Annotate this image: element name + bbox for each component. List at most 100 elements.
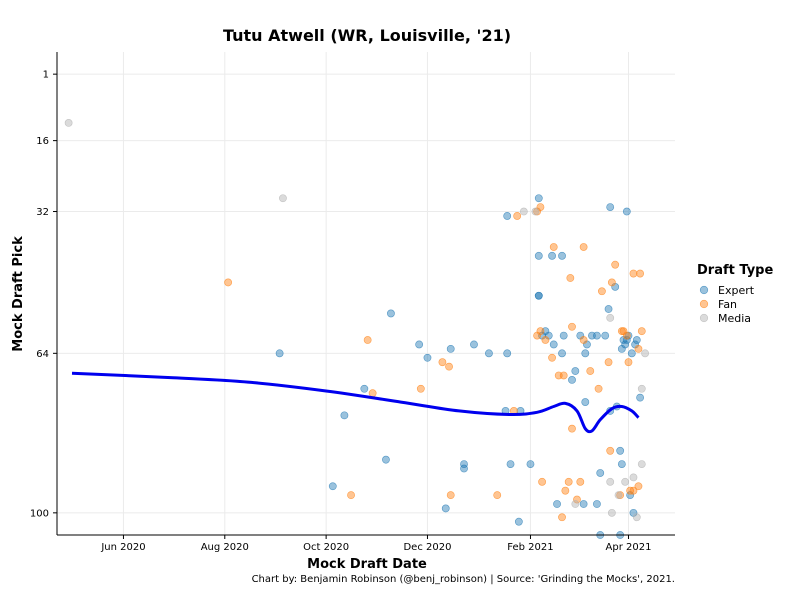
data-point-fan <box>629 486 638 495</box>
data-point-fan <box>561 486 570 495</box>
y-tick-label: 100 <box>30 508 49 519</box>
data-point-fan <box>224 278 233 287</box>
data-point-expert <box>506 460 515 469</box>
data-point-expert <box>579 500 588 508</box>
data-point-expert <box>446 344 455 353</box>
data-point-media <box>637 460 646 469</box>
data-points <box>64 118 649 539</box>
data-point-expert <box>415 340 424 349</box>
data-point-media <box>637 384 646 393</box>
y-tick-label: 32 <box>36 207 49 218</box>
x-tick-label: Aug 2020 <box>201 542 249 553</box>
data-point-fan <box>446 491 455 500</box>
data-point-fan <box>566 274 575 282</box>
data-point-fan <box>363 336 372 344</box>
data-point-expert <box>571 367 580 375</box>
data-point-expert <box>503 212 512 220</box>
data-point-fan <box>568 424 576 433</box>
data-point-fan <box>445 362 453 371</box>
data-point-fan <box>576 477 585 486</box>
x-tick-label: Oct 2020 <box>303 542 349 553</box>
data-point-fan <box>573 495 581 504</box>
data-point-expert <box>470 340 478 349</box>
data-point-media <box>519 207 528 216</box>
legend-title: Draft Type <box>697 263 773 278</box>
data-point-fan <box>559 371 568 380</box>
data-point-expert <box>636 393 645 402</box>
data-point-expert <box>622 336 631 344</box>
trend-line-group <box>71 371 640 434</box>
data-point-fan <box>347 491 355 500</box>
x-axis-title: Mock Draft Date <box>307 557 427 572</box>
x-tick-label: Jun 2020 <box>100 542 145 553</box>
data-point-fan <box>606 446 615 455</box>
data-point-expert <box>514 517 523 526</box>
data-point-fan <box>493 491 502 500</box>
data-point-expert <box>441 504 450 513</box>
data-point-expert <box>382 455 390 464</box>
legend-label-media: Media <box>718 312 751 325</box>
data-point-expert <box>601 331 610 340</box>
data-point-expert <box>340 411 349 420</box>
chart-caption: Chart by: Benjamin Robinson (@benj_robin… <box>252 574 675 585</box>
data-point-expert <box>360 384 369 393</box>
data-point-expert <box>328 482 337 491</box>
data-point-expert <box>581 398 590 406</box>
data-point-fan <box>611 260 620 269</box>
data-point-expert <box>548 251 556 260</box>
gridlines <box>57 52 675 535</box>
data-point-fan <box>549 243 558 251</box>
data-point-fan <box>617 327 626 336</box>
data-point-media <box>531 207 540 216</box>
legend-label-fan: Fan <box>718 298 737 311</box>
data-point-fan <box>594 384 603 393</box>
data-point-expert <box>581 349 590 358</box>
data-point-expert <box>526 460 535 469</box>
trend-line <box>71 371 640 434</box>
data-point-expert <box>593 331 601 340</box>
data-point-fan <box>622 331 631 340</box>
y-tick-label: 1 <box>43 70 49 81</box>
data-point-fan <box>607 278 616 287</box>
data-point-expert <box>596 469 605 477</box>
data-point-fan <box>541 336 550 344</box>
data-point-fan <box>564 477 573 486</box>
data-point-fan <box>586 367 595 375</box>
data-point-fan <box>416 384 425 393</box>
data-point-fan <box>636 269 645 278</box>
chart-title: Tutu Atwell (WR, Louisville, '21) <box>223 26 511 45</box>
y-tick-label: 64 <box>36 349 49 360</box>
data-point-media <box>279 194 287 203</box>
data-point-expert <box>549 340 558 349</box>
data-point-media <box>621 477 630 486</box>
data-point-fan <box>558 513 566 522</box>
data-point-fan <box>637 327 646 336</box>
data-point-fan <box>536 203 545 211</box>
data-point-expert <box>606 203 615 211</box>
data-point-expert <box>553 500 561 508</box>
data-point-expert <box>604 305 613 313</box>
x-tick-label: Dec 2020 <box>403 542 451 553</box>
data-point-expert <box>275 349 284 358</box>
data-point-fan <box>368 389 377 398</box>
data-point-expert <box>593 500 601 508</box>
data-point-expert <box>621 340 630 349</box>
data-point-media <box>64 118 73 127</box>
data-point-fan <box>438 358 447 367</box>
data-point-fan <box>629 269 638 278</box>
data-point-expert <box>624 331 633 340</box>
data-point-fan <box>538 477 546 486</box>
data-point-fan <box>624 358 633 367</box>
legend-key-media <box>699 313 709 323</box>
data-point-expert <box>460 464 468 473</box>
data-point-expert <box>558 349 566 358</box>
data-point-fan <box>604 358 613 367</box>
legend-label-expert: Expert <box>718 284 755 297</box>
data-point-expert <box>558 251 566 260</box>
data-point-media <box>607 508 616 517</box>
data-point-expert <box>534 251 543 260</box>
data-point-expert <box>632 336 641 344</box>
data-point-media <box>571 500 580 508</box>
